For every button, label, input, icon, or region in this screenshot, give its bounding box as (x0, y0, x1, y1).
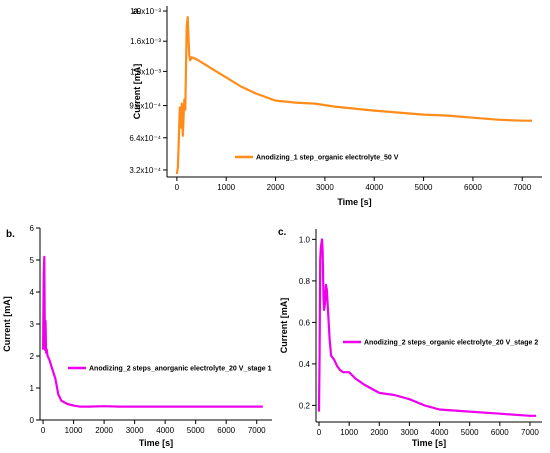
y-tick-label: 0.6 (299, 318, 311, 327)
x-tick-label: 6000 (217, 426, 235, 435)
y-tick-label: 0.4 (299, 360, 311, 369)
y-tick-label: 6 (30, 224, 35, 233)
panel-label: b. (6, 229, 15, 240)
y-tick-label: 5 (30, 256, 35, 265)
x-axis-title: Time [s] (139, 438, 173, 448)
y-tick-label: 0.8 (299, 277, 311, 286)
x-tick-label: 2000 (370, 428, 388, 437)
x-tick-label: 4000 (431, 428, 449, 437)
y-tick-label: 4 (30, 288, 35, 297)
x-tick-label: 7000 (513, 183, 531, 192)
series-line (317, 238, 536, 417)
x-tick-label: 2000 (267, 183, 285, 192)
x-tick-label: 3000 (126, 426, 144, 435)
x-tick-label: 6000 (491, 428, 509, 437)
legend-label: Anodizing_1 step_organic electrolyte_50 … (256, 155, 399, 162)
y-tick-label: 1.3x10⁻³ (130, 67, 161, 76)
x-tick-label: 5000 (415, 183, 433, 192)
y-tick-label: 3 (30, 320, 35, 329)
x-axis-title: Time [s] (412, 438, 446, 448)
x-tick-label: 2000 (95, 426, 113, 435)
x-tick-label: 0 (41, 426, 46, 435)
x-tick-label: 3000 (401, 428, 419, 437)
panel-label: a. (133, 6, 142, 17)
y-tick-label: 0.2 (299, 401, 311, 410)
legend-label: Anodizing_2 steps_organic electrolyte_20… (364, 340, 538, 347)
series-line (42, 255, 263, 408)
chart-panel-b: 0 1000 2000 3000 4000 5000 6000 7000 0 1 2 3 4 5 6 Time… (2, 224, 272, 448)
x-tick-label: 6000 (464, 183, 482, 192)
y-tick-label: 0 (30, 416, 35, 425)
y-axis-title: Current [mA] (132, 64, 142, 120)
series-line (175, 16, 533, 175)
y-tick-label: 9.6x10⁻⁴ (129, 102, 161, 111)
y-tick-label: 1.9x10⁻³ (130, 7, 161, 16)
x-tick-label: 5000 (187, 426, 205, 435)
y-tick-label: 1.6x10⁻³ (130, 37, 161, 46)
y-axis-title: Current [mA] (2, 296, 12, 352)
y-tick-label: 3.2x10⁻⁴ (129, 166, 161, 175)
x-tick-label: 0 (175, 183, 180, 192)
x-tick-label: 1000 (340, 428, 358, 437)
x-tick-label: 5000 (461, 428, 479, 437)
y-tick-label: 6.4x10⁻⁴ (129, 134, 161, 143)
y-axis-title: Current [mA] (279, 298, 289, 354)
chart-panel-c: 0 1000 2000 3000 4000 5000 6000 7000 0.2 0.4 0.6 0.… (278, 227, 542, 448)
x-tick-label: 1000 (65, 426, 83, 435)
panel-label: c. (278, 227, 287, 238)
x-tick-label: 4000 (365, 183, 383, 192)
x-tick-label: 7000 (521, 428, 539, 437)
y-tick-label: 1 (30, 384, 35, 393)
x-tick-label: 4000 (156, 426, 174, 435)
x-tick-label: 0 (317, 428, 322, 437)
x-tick-label: 7000 (248, 426, 266, 435)
y-tick-label: 2 (30, 352, 35, 361)
x-tick-label: 1000 (217, 183, 235, 192)
chart-panel-a: 0 1000 2000 3000 4000 5000 6000 7000 3.2x10⁻⁴ 6.4… (129, 6, 542, 207)
x-tick-label: 3000 (316, 183, 334, 192)
x-axis-title: Time [s] (337, 197, 371, 207)
y-tick-label: 1.0 (299, 235, 311, 244)
legend-label: Anodizing_2 steps_anorganic electrolyte_… (89, 366, 272, 373)
